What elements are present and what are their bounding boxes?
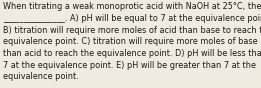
Text: When titrating a weak monoprotic acid with NaOH at 25°C, the
_______________. A): When titrating a weak monoprotic acid wi…: [3, 2, 261, 81]
